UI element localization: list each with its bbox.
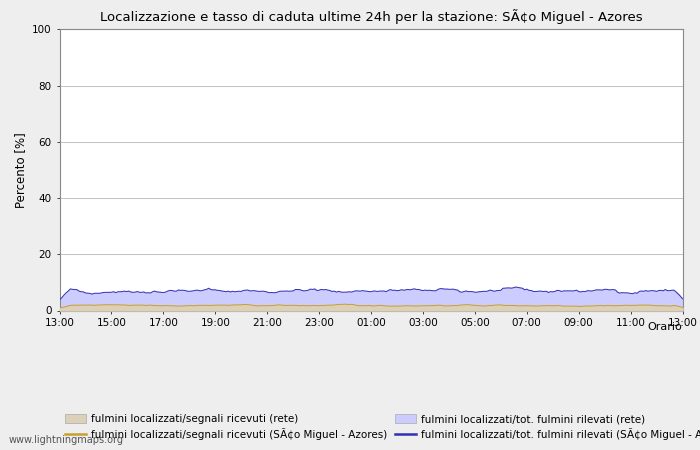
Legend: fulmini localizzati/segnali ricevuti (rete), fulmini localizzati/segnali ricevut: fulmini localizzati/segnali ricevuti (re…: [64, 414, 700, 440]
Text: Orario: Orario: [648, 322, 682, 332]
Title: Localizzazione e tasso di caduta ultime 24h per la stazione: SÃ¢o Miguel - Azore: Localizzazione e tasso di caduta ultime …: [99, 9, 643, 24]
Text: www.lightningmaps.org: www.lightningmaps.org: [8, 435, 123, 445]
Y-axis label: Percento [%]: Percento [%]: [14, 132, 27, 208]
